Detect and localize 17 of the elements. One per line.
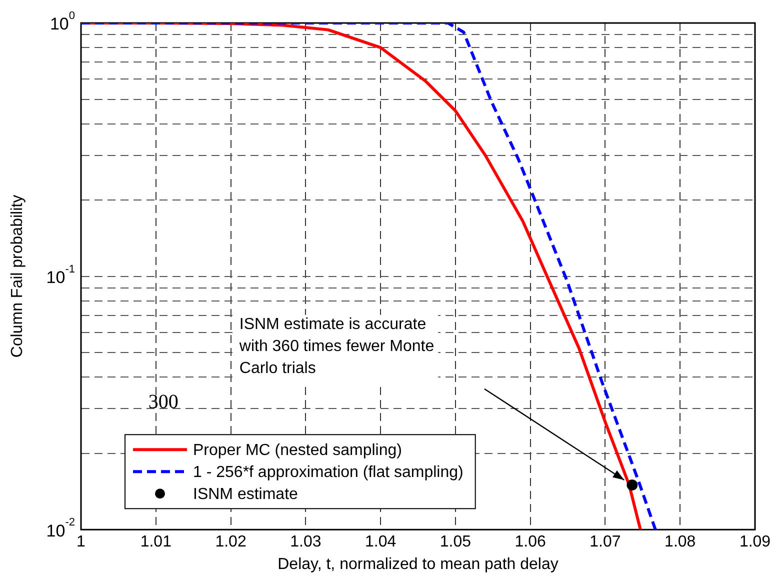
x-tick-label: 1.07: [590, 534, 621, 551]
legend-label: Proper MC (nested sampling): [193, 442, 402, 460]
x-tick-label: 1.01: [140, 534, 172, 551]
y-axis-title: Column Fail probability: [9, 194, 26, 358]
x-tick-label: 1.04: [364, 534, 396, 551]
legend-label: ISNM estimate: [193, 486, 298, 504]
x-axis-title: Delay, t, normalized to mean path delay: [278, 556, 558, 573]
annotation: ISNM estimate is accurate with 360 times fewer Monte Carlo trials: [238, 316, 434, 378]
x-tick-label: 1.09: [739, 534, 771, 551]
x-tick-label: 1.06: [514, 534, 546, 551]
x-tick-label: 1: [76, 534, 86, 551]
x-tick-label: 1.02: [215, 534, 246, 551]
x-tick-label: 1.03: [290, 534, 322, 551]
x-tick-label: 1.05: [440, 534, 472, 551]
x-tick-label: 1.08: [664, 534, 696, 551]
annotation: 300: [148, 391, 178, 414]
legend-label: 1 - 256*f approximation (flat sampling): [193, 464, 464, 482]
